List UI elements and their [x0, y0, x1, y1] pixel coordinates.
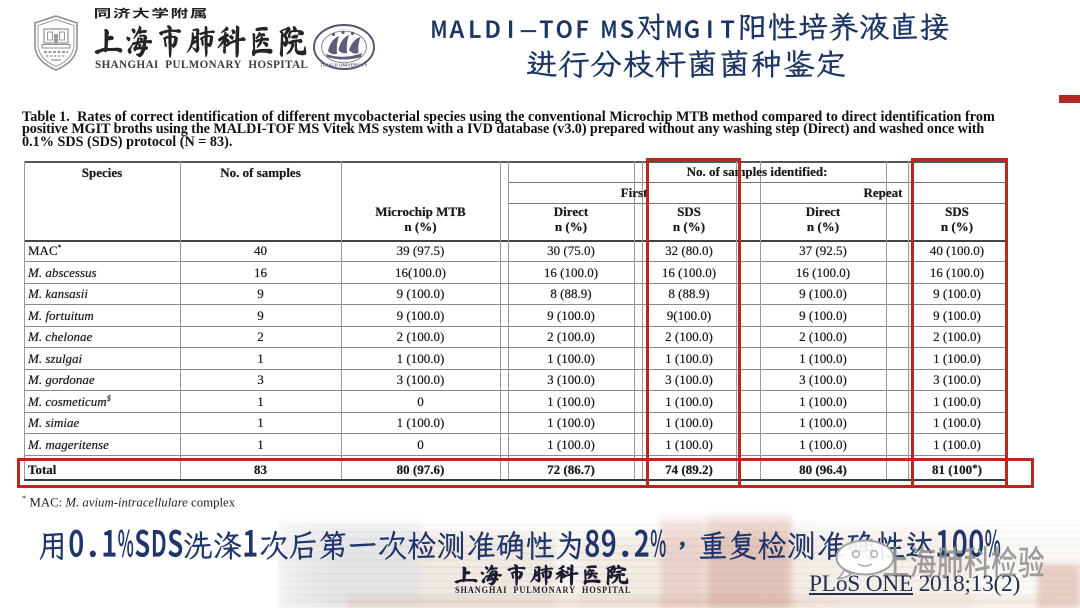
svg-text:TONGJI UNIVERSITY: TONGJI UNIVERSITY	[320, 63, 367, 68]
svg-text:◦ ◦ ◦ ◦: ◦ ◦ ◦ ◦	[339, 27, 350, 32]
